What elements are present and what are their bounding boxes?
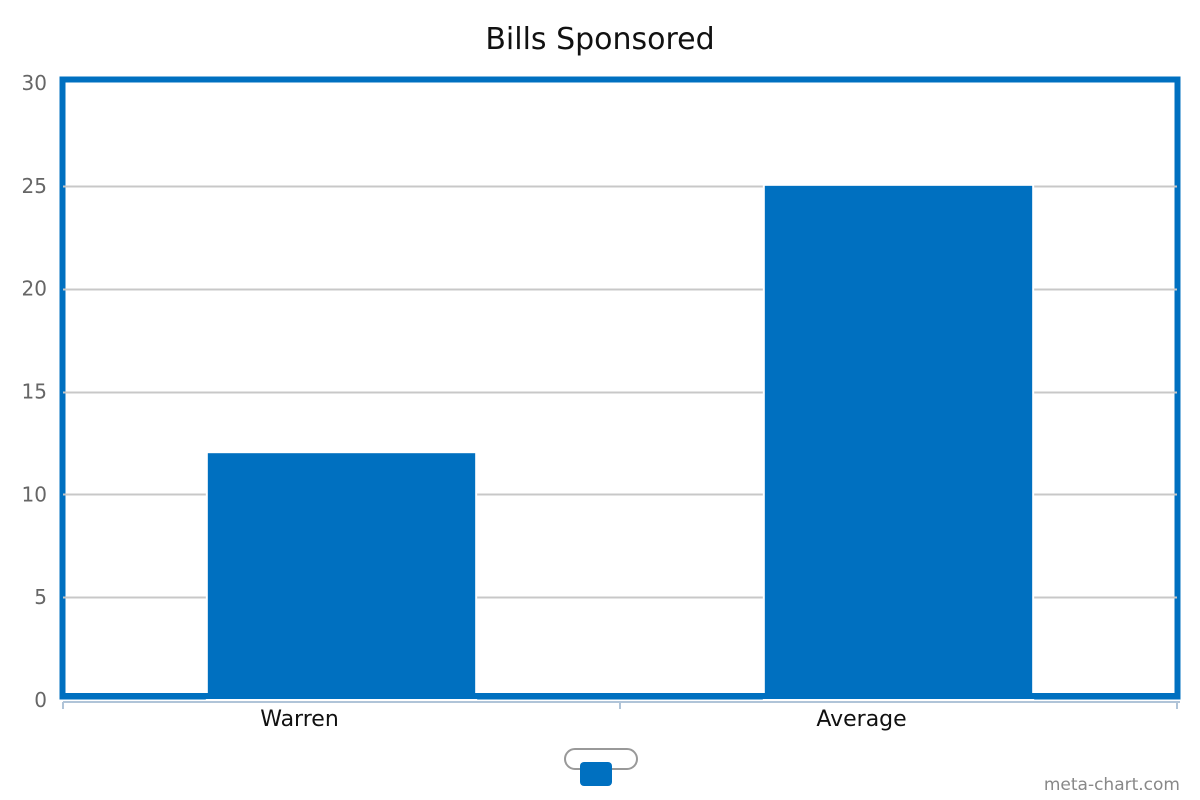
legend[interactable] (564, 748, 638, 786)
watermark: meta-chart.com (1044, 775, 1180, 795)
x-axis: Warren Average (62, 701, 1180, 732)
y-tick-label: 10 (22, 482, 47, 506)
y-tick-label: 20 (22, 277, 47, 301)
bars (60, 183, 1180, 701)
y-tick-label: 15 (22, 380, 47, 404)
y-tick-label: 30 (22, 71, 47, 95)
chart-title: Bills Sponsored (485, 22, 714, 57)
baseline (60, 693, 1180, 699)
y-tick-label: 5 (34, 585, 47, 609)
x-tick-label: Average (816, 707, 906, 732)
bar-average[interactable] (764, 185, 1033, 694)
bar-warren[interactable] (207, 453, 476, 693)
x-tick-label: Warren (260, 707, 339, 732)
legend-swatch (580, 762, 612, 786)
y-tick-label: 25 (22, 174, 47, 198)
y-axis: 0 5 10 15 20 25 30 (22, 71, 47, 712)
y-tick-label: 0 (34, 688, 47, 712)
